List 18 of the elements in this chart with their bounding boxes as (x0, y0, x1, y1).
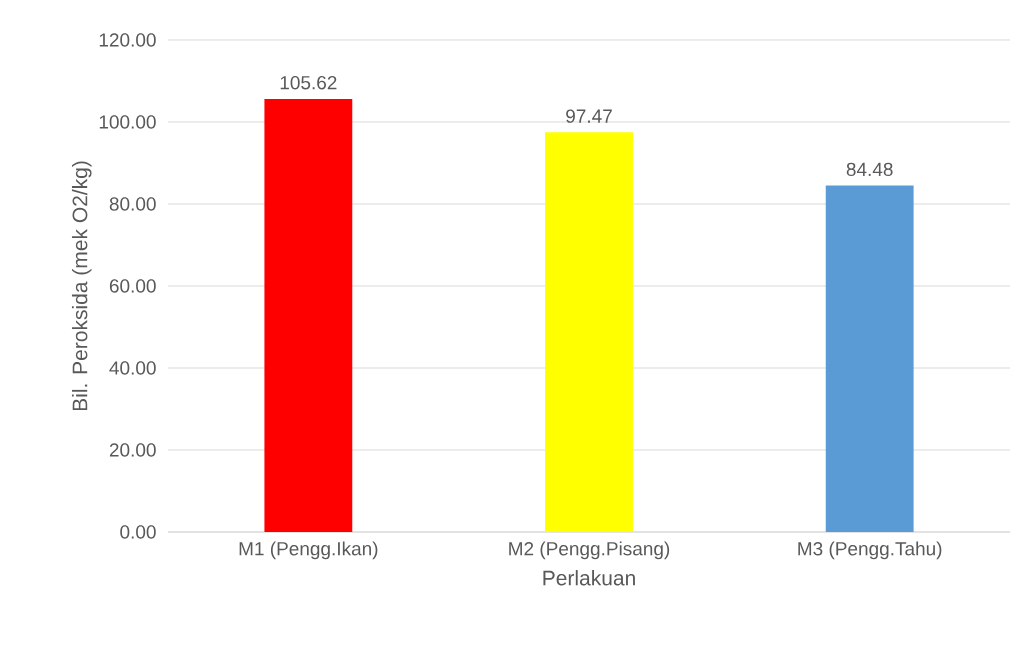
y-tick-label: 0.00 (120, 525, 156, 539)
data-label: 84.48 (846, 162, 893, 177)
bar (264, 98, 353, 532)
y-tick-label: 120.00 (99, 33, 156, 47)
y-tick-label: 40.00 (109, 361, 156, 375)
y-tick-label: 60.00 (109, 279, 156, 293)
y-axis-title: Bil. Peroksida (mek O2/kg) (71, 161, 92, 411)
data-label: 97.47 (566, 109, 612, 123)
bar (545, 132, 633, 532)
x-tick-label: M3 (Pengg.Tahu) (798, 541, 942, 560)
y-tick-label: 20.00 (109, 443, 156, 457)
x-tick-label: M1 (Pengg.Ikan) (239, 541, 378, 560)
x-axis-title: Perlakuan (543, 570, 635, 586)
y-tick-label: 100.00 (99, 115, 156, 129)
y-tick-label: 80.00 (109, 197, 156, 211)
bar (825, 185, 914, 532)
x-tick-label: M2 (Pengg.Pisang) (509, 541, 670, 560)
data-label: 105.62 (280, 75, 337, 90)
